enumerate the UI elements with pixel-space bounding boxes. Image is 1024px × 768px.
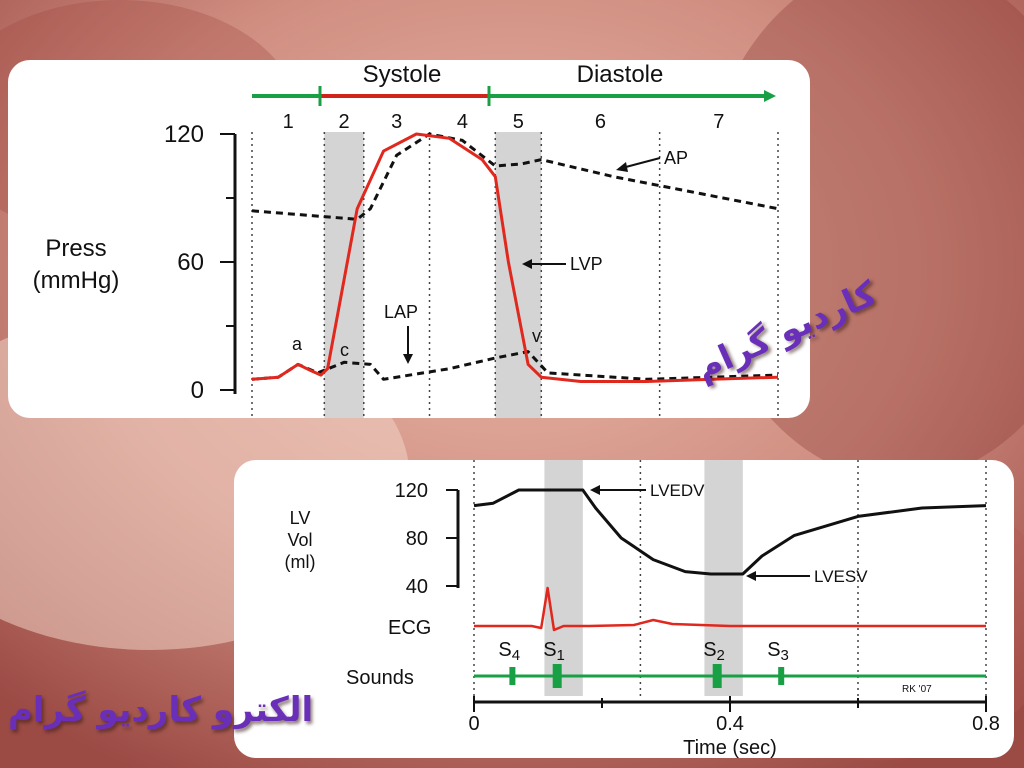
ap-annotation: AP (664, 148, 688, 168)
lvesv-annotation: LVESV (814, 567, 868, 586)
heart-sound-s4-label: S4 (498, 639, 520, 664)
heart-sound-s3-label: S3 (767, 639, 789, 664)
volume-ylabel-line1: LV (290, 508, 311, 528)
c-wave-label: c (340, 340, 349, 360)
electrocardiogram-caption: الکترو کاردیو گرام (8, 690, 314, 730)
phase-label-3: 3 (391, 111, 402, 133)
a-wave-label: a (292, 334, 303, 354)
phase-label-7: 7 (713, 111, 724, 133)
isovolumic-shade-2 (495, 132, 542, 418)
lvp-annotation: LVP (570, 254, 603, 274)
pressure-ylabel-line1: Press (45, 235, 106, 262)
sounds-label: Sounds (346, 667, 414, 689)
diastole-label: Diastole (577, 61, 664, 88)
pressure-tick-label: 60 (177, 249, 204, 276)
systole-label: Systole (363, 61, 442, 88)
v-wave-label: v (532, 326, 541, 346)
volume-shade-1 (544, 460, 583, 696)
pressure-tick-label: 0 (191, 377, 204, 404)
phase-label-2: 2 (338, 111, 349, 133)
signature: RK '07 (902, 684, 932, 695)
lvedv-arrow-head (590, 485, 600, 495)
ecg-label: ECG (388, 617, 431, 639)
lap-arrow-head (403, 354, 413, 364)
lv-volume-line (473, 488, 987, 576)
lap-annotation: LAP (384, 302, 418, 322)
phase-label-6: 6 (595, 111, 606, 133)
lvp-arrow-head (522, 259, 532, 269)
heart-sound-s3-mark (778, 667, 785, 685)
ap-arrow (621, 157, 661, 169)
pressure-chart-card: Systole Diastole 1 2 3 4 5 6 7 120 60 0 Press (m… (8, 60, 810, 418)
volume-tick-label: 80 (406, 528, 428, 550)
lvesv-arrow-head (746, 571, 756, 581)
phase-label-4: 4 (457, 111, 468, 133)
volume-shade-2 (704, 460, 743, 696)
heart-sound-s1-mark (552, 664, 562, 688)
pressure-ylabel-line2: (mmHg) (33, 267, 120, 294)
volume-chart-card: 120 80 40 LV Vol (ml) ECG Sounds S4 S1 S2 S3 … (234, 460, 1014, 758)
volume-ylabel-line2: Vol (287, 530, 312, 550)
time-xlabel: Time (sec) (683, 737, 777, 758)
lvp-series-line (251, 132, 779, 383)
lvedv-annotation: LVEDV (650, 481, 705, 500)
time-tick-label: 0.8 (972, 713, 1000, 735)
phase-label-1: 1 (283, 111, 294, 133)
pressure-tick-label: 120 (164, 121, 204, 148)
pressure-chart: Systole Diastole 1 2 3 4 5 6 7 120 60 0 Press (m… (33, 61, 779, 418)
diastole-arrow-head (764, 90, 776, 102)
ap-arrow-head (616, 162, 628, 172)
phase-label-5: 5 (513, 111, 524, 133)
heart-sound-s4-mark (509, 667, 516, 685)
volume-ylabel-line3: (ml) (285, 552, 316, 572)
time-tick-label: 0.4 (716, 713, 744, 735)
ecg-line (474, 586, 986, 632)
time-tick-label: 0 (468, 713, 479, 735)
volume-tick-label: 120 (395, 480, 428, 502)
volume-tick-label: 40 (406, 576, 428, 598)
heart-sound-s2-mark (712, 664, 722, 688)
